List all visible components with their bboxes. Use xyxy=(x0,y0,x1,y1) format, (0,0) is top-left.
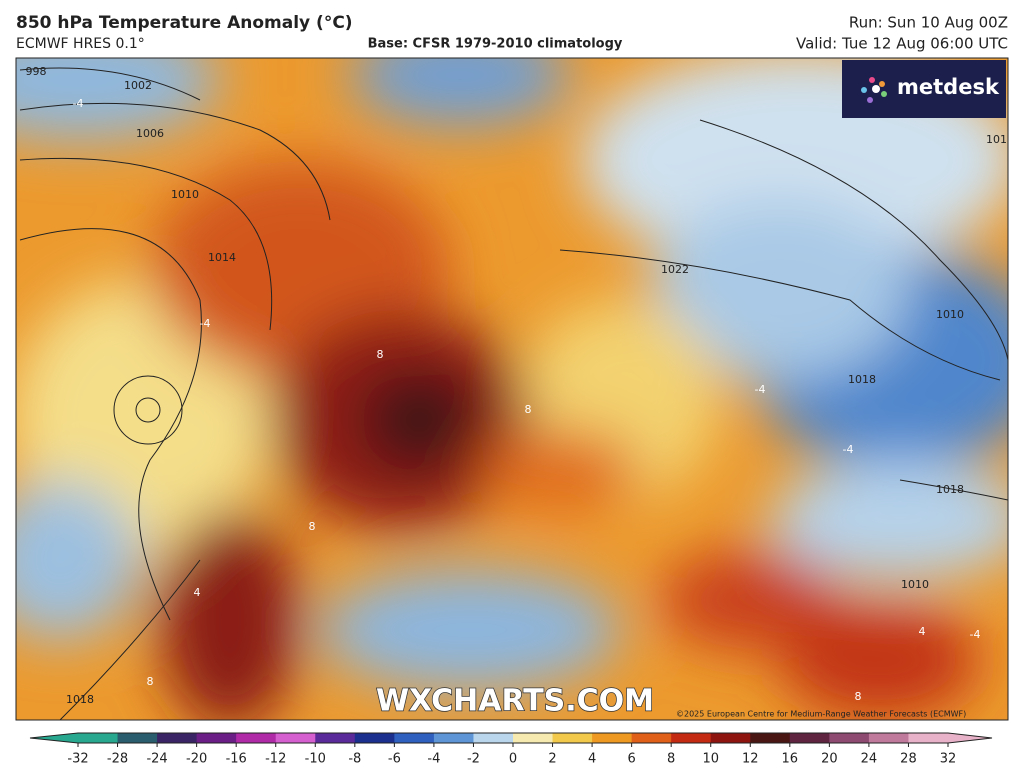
colorbar-tick-label: 10 xyxy=(702,752,719,767)
colorbar-tick-label: -20 xyxy=(186,752,207,767)
anomaly-label: 8 xyxy=(525,403,532,416)
colorbar-tick-label: -4 xyxy=(427,752,440,767)
colorbar-segment xyxy=(868,733,909,743)
copyright: ©2025 European Centre for Medium-Range W… xyxy=(676,710,966,719)
colorbar-tick-label: 8 xyxy=(667,752,675,767)
anomaly-label: 4 xyxy=(919,625,926,638)
colorbar-tick-label: 16 xyxy=(782,752,799,767)
anomaly-label: -4 xyxy=(843,443,854,456)
colorbar-tick-label: 2 xyxy=(548,752,556,767)
model: ECMWF HRES 0.1° xyxy=(16,36,145,52)
isobar-label: 1010 xyxy=(171,188,199,201)
isobar-label: 998 xyxy=(26,65,47,78)
anomaly-label: -4 xyxy=(755,383,766,396)
colorbar-segment xyxy=(552,733,593,743)
colorbar-segment xyxy=(275,733,316,743)
colorbar-tick-label: 0 xyxy=(509,752,517,767)
anomaly-label: 8 xyxy=(855,690,862,703)
colorbar-end xyxy=(948,733,992,743)
colorbar-tick-label: 32 xyxy=(940,752,957,767)
colorbar-tick-label: -2 xyxy=(467,752,480,767)
colorbar-segment xyxy=(710,733,751,743)
colorbar-segment xyxy=(592,733,633,743)
colorbar-segment xyxy=(513,733,554,743)
colorbar-tick-label: 28 xyxy=(900,752,917,767)
colorbar-tick-label: -24 xyxy=(146,752,167,767)
isobar-label: 1018 xyxy=(66,693,94,706)
anomaly-label: 4 xyxy=(194,586,201,599)
colorbar-tick-label: -16 xyxy=(226,752,247,767)
colorbar-tick-label: 4 xyxy=(588,752,596,767)
colorbar-tick-label: -6 xyxy=(388,752,401,767)
colorbar-tick-label: 20 xyxy=(821,752,838,767)
colorbar-segment xyxy=(78,733,119,743)
colorbar-tick-label: -12 xyxy=(265,752,286,767)
colorbar-tick-label: 12 xyxy=(742,752,759,767)
colorbar: -32 -28 -24 -20 -16 -12 -10 -8 -6 -4 -2 0 2 4 6 8 10 12 16… xyxy=(29,732,993,767)
isobar-label: 1010 xyxy=(936,308,964,321)
isobar-label: 1002 xyxy=(124,79,152,92)
anomaly-label: -4 xyxy=(970,628,981,641)
colorbar-segment xyxy=(315,733,356,743)
logo-text: metdesk xyxy=(897,75,1000,99)
anomaly-label: -4 xyxy=(73,97,84,110)
run: Run: Sun 10 Aug 00Z xyxy=(849,14,1008,32)
anomaly-label: -4 xyxy=(200,317,211,330)
colorbar-tick-label: 24 xyxy=(861,752,878,767)
anomaly-label: 8 xyxy=(377,348,384,361)
isobar-label: 1014 xyxy=(208,251,236,264)
isobar-label: 1018 xyxy=(848,373,876,386)
colorbar-segment xyxy=(671,733,712,743)
colorbar-segment xyxy=(236,733,277,743)
colorbar-segment xyxy=(157,733,198,743)
colorbar-segment xyxy=(473,733,514,743)
colorbar-end xyxy=(30,733,78,743)
colorbar-segment xyxy=(789,733,830,743)
anomaly-label: 8 xyxy=(147,675,154,688)
colorbar-tick-label: -28 xyxy=(107,752,128,767)
map: 998 1002 1006 1010 1014 1014 1022 1018 1018 1010 1… xyxy=(16,58,1014,720)
base: Base: CFSR 1979-2010 climatology xyxy=(368,37,623,52)
logo-icon xyxy=(861,77,887,103)
colorbar-segment xyxy=(117,733,158,743)
anomaly-field xyxy=(16,58,1008,720)
isobar-label: 1018 xyxy=(936,483,964,496)
colorbar-tick-label: -8 xyxy=(348,752,361,767)
watermark: WXCHARTS.COM xyxy=(376,684,654,719)
colorbar-segment xyxy=(829,733,870,743)
anomaly-label: 8 xyxy=(309,520,316,533)
isobar-label: 1014 xyxy=(986,133,1014,146)
colorbar-segment xyxy=(908,733,949,743)
map-frame xyxy=(15,57,1009,721)
valid: Valid: Tue 12 Aug 06:00 UTC xyxy=(796,35,1008,53)
colorbar-segment xyxy=(394,733,435,743)
logo-box xyxy=(842,60,1006,118)
isobar-label: 1022 xyxy=(661,263,689,276)
colorbar-segment xyxy=(354,733,395,743)
colorbar-tick-label: -32 xyxy=(67,752,88,767)
colorbar-segment xyxy=(196,733,237,743)
title: 850 hPa Temperature Anomaly (°C) xyxy=(16,13,353,33)
colorbar-segment xyxy=(750,733,791,743)
isobar-label: 1010 xyxy=(901,578,929,591)
isobars xyxy=(19,67,1008,720)
isobar-label: 1006 xyxy=(136,127,164,140)
colorbar-segment xyxy=(631,733,672,743)
colorbar-tick-label: -10 xyxy=(305,752,326,767)
colorbar-segment xyxy=(433,733,474,743)
colorbar-tick-label: 6 xyxy=(627,752,635,767)
